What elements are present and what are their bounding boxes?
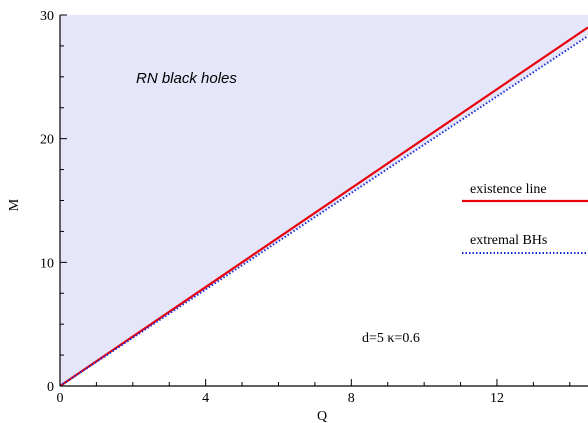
legend: existence line extremal BHs bbox=[462, 182, 588, 254]
shaded-region-rn-black-holes bbox=[60, 15, 588, 386]
x-axis-label: Q bbox=[317, 409, 327, 423]
y-tick-label: 20 bbox=[40, 133, 54, 148]
legend-entry-extremal-bhs: extremal BHs bbox=[462, 233, 588, 254]
plot-area bbox=[60, 15, 588, 386]
x-tick-label: 8 bbox=[348, 391, 355, 406]
legend-entry-existence-line: existence line bbox=[462, 182, 588, 203]
series-line-extremal-bhs bbox=[60, 35, 588, 386]
region-label: RN black holes bbox=[136, 70, 237, 87]
legend-label-existence-line: existence line bbox=[470, 182, 547, 197]
ticks: 0 4 8 12 0 10 20 30 bbox=[40, 9, 571, 406]
y-tick-label: 30 bbox=[40, 9, 54, 24]
y-tick-label: 10 bbox=[40, 256, 54, 271]
x-tick-label: 12 bbox=[490, 391, 504, 406]
series-line-existence-line bbox=[60, 26, 588, 386]
y-axis-label: M bbox=[7, 198, 22, 211]
x-tick-label: 0 bbox=[57, 391, 64, 406]
params-annotation: d=5 κ=0.6 bbox=[362, 331, 420, 346]
y-tick-label: 0 bbox=[47, 380, 54, 395]
legend-label-extremal-bhs: extremal BHs bbox=[470, 233, 547, 248]
x-tick-label: 4 bbox=[202, 391, 209, 406]
